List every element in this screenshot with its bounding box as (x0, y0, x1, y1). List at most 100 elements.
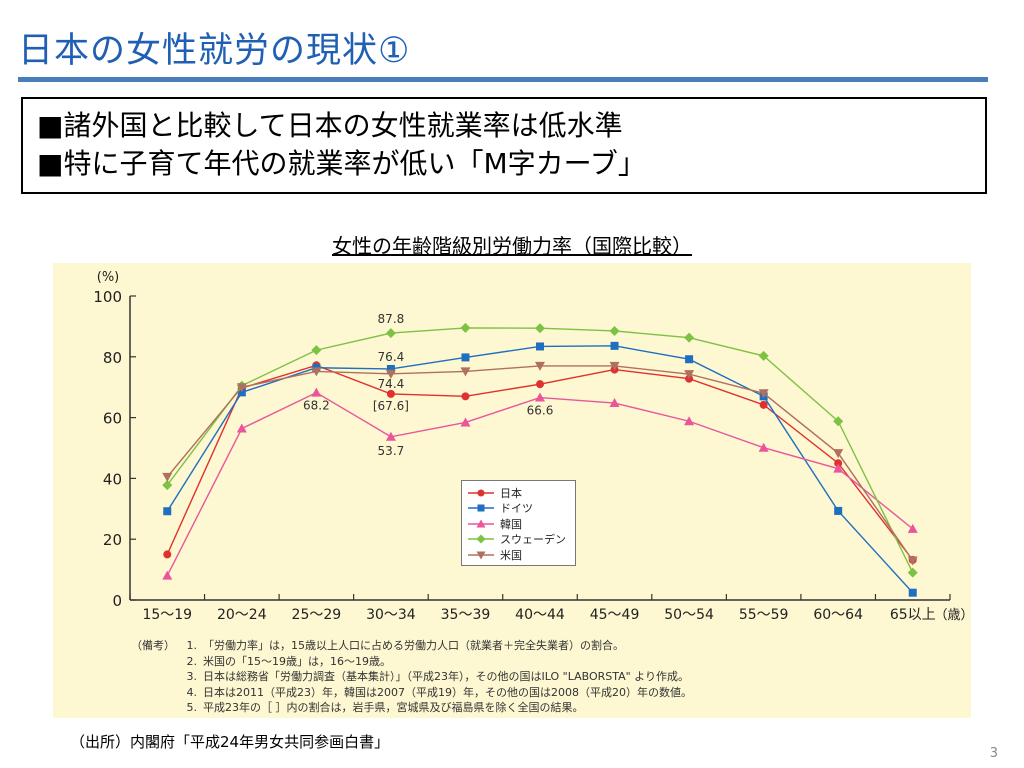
data-point (908, 588, 917, 597)
chart-heading: 女性の年齢階級別労働力率（国際比較） (332, 234, 692, 258)
data-point (461, 353, 470, 362)
data-point (162, 472, 173, 482)
data-label: 53.7 (378, 444, 405, 458)
y-axis-unit: (%) (97, 270, 120, 285)
data-point (833, 416, 844, 427)
data-point (610, 341, 619, 350)
note-number: 4. (186, 685, 198, 699)
note-number: 2. (186, 654, 198, 668)
data-point (609, 361, 620, 371)
data-point (536, 380, 544, 389)
x-tick-label: 35～39 (441, 607, 491, 623)
page-number: 3 (989, 746, 998, 761)
note-text: 「労働力率」は，15歳以上人口に占める労働力人口（就業者＋完全失業者）の割合。 (203, 639, 624, 652)
data-point (162, 480, 173, 491)
data-label: 87.8 (378, 312, 405, 326)
note-number: 1. (186, 639, 198, 652)
data-point (758, 442, 769, 452)
legend-label: 日本 (500, 486, 522, 500)
data-point (236, 423, 247, 433)
x-tick-label: 15～19 (142, 607, 192, 623)
data-point (535, 392, 545, 402)
data-point (386, 364, 395, 373)
data-point (236, 383, 247, 393)
legend-swatch (468, 489, 494, 497)
data-point (834, 459, 843, 468)
data-point (684, 370, 695, 380)
x-tick-label: 55～59 (739, 607, 789, 623)
legend-item: ドイツ (468, 501, 575, 517)
data-point (385, 328, 396, 339)
data-point (833, 449, 844, 459)
legend-item: 韓国 (468, 516, 575, 532)
data-point (385, 431, 396, 441)
data-point (237, 388, 246, 397)
legend-label: ドイツ (500, 502, 533, 516)
data-point (758, 350, 769, 361)
legend-label: 米国 (500, 548, 522, 562)
source-citation: （出所）内閣府「平成24年男女共同参画白書」 (70, 733, 390, 751)
legend-swatch (468, 519, 494, 528)
chart-figure: 0 20 40 60 80 100 (%) 15～19 20～24 25～29 30～34 35～39… (53, 263, 971, 718)
data-point (311, 387, 322, 397)
data-point (758, 389, 769, 399)
x-tick-label: 40～44 (515, 607, 565, 623)
data-point (685, 355, 694, 364)
note-text: 平成23年の［ ］内の割合は，岩手県，宮城県及び福島県を除く全国の結果。 (203, 701, 584, 714)
title-divider (18, 77, 988, 82)
chart-legend: 日本ドイツ 韓国スウェーデン 米国 (461, 480, 576, 566)
x-tick-label: 25～29 (292, 607, 342, 623)
chart-notes: （備考） 1. 「労働力率」は，15歳以上人口に占める労働力人口（就業者＋完全失… (131, 638, 692, 716)
data-point (460, 322, 471, 333)
legend-item: 米国 (468, 547, 575, 563)
data-point (535, 361, 545, 371)
data-point (907, 523, 918, 533)
data-point (311, 345, 322, 356)
note-number: 3. (186, 670, 198, 683)
data-point (386, 389, 395, 398)
summary-box: ■諸外国と比較して日本の女性就業率は低水準 ■特に子育て年代の就業率が低い「M字… (21, 97, 987, 194)
data-point (311, 367, 322, 377)
x-tick-label: 50～54 (664, 607, 714, 623)
data-point (684, 332, 695, 343)
note-text: 日本は2011（平成23）年，韓国は2007（平成19）年，その他の国は2008… (203, 685, 692, 699)
y-tick-label: 100 (93, 288, 122, 306)
y-tick-label: 80 (103, 349, 122, 367)
y-tick-label: 20 (103, 531, 122, 549)
legend-item: 日本 (468, 485, 575, 501)
y-tick-label: 40 (103, 470, 122, 488)
slide-title: 日本の女性就労の現状① (18, 31, 411, 71)
data-point (535, 323, 545, 334)
data-point (385, 369, 396, 379)
x-tick-label: 20～24 (217, 607, 267, 623)
data-point (163, 550, 172, 559)
x-tick-label: 30～34 (366, 607, 416, 623)
data-label: 74.4 (378, 377, 405, 391)
legend-label: スウェーデン (500, 533, 566, 547)
legend-item: スウェーデン (468, 532, 575, 548)
legend-swatch (468, 551, 494, 560)
data-point (907, 556, 918, 566)
legend-label: 韓国 (500, 517, 522, 531)
data-point (834, 506, 843, 515)
y-tick-label: 0 (112, 592, 122, 610)
data-label: 76.4 (378, 350, 405, 364)
x-tick-label: 65以上 (890, 607, 936, 623)
notes-header: （備考） (131, 639, 175, 652)
note-text: 米国の「15～19歳」は，16～19歳。 (203, 654, 391, 668)
line-chart: 0 20 40 60 80 100 (%) 15～19 20～24 25～29 30～34 35～39… (93, 270, 971, 623)
data-point (460, 417, 471, 427)
data-label: [67.6] (373, 399, 409, 413)
x-tick-label: 60～64 (813, 607, 863, 623)
data-point (609, 325, 620, 336)
data-label: 68.2 (303, 399, 330, 413)
legend-swatch (468, 534, 494, 544)
data-label: 66.6 (527, 404, 554, 418)
data-point (162, 570, 173, 580)
data-point (833, 463, 844, 473)
data-point (536, 342, 544, 351)
y-tick-label: 60 (103, 410, 122, 428)
x-tick-label: 45～49 (590, 607, 640, 623)
data-point (609, 398, 620, 408)
summary-line-2: ■特に子育て年代の就業率が低い「M字カーブ」 (37, 147, 646, 180)
